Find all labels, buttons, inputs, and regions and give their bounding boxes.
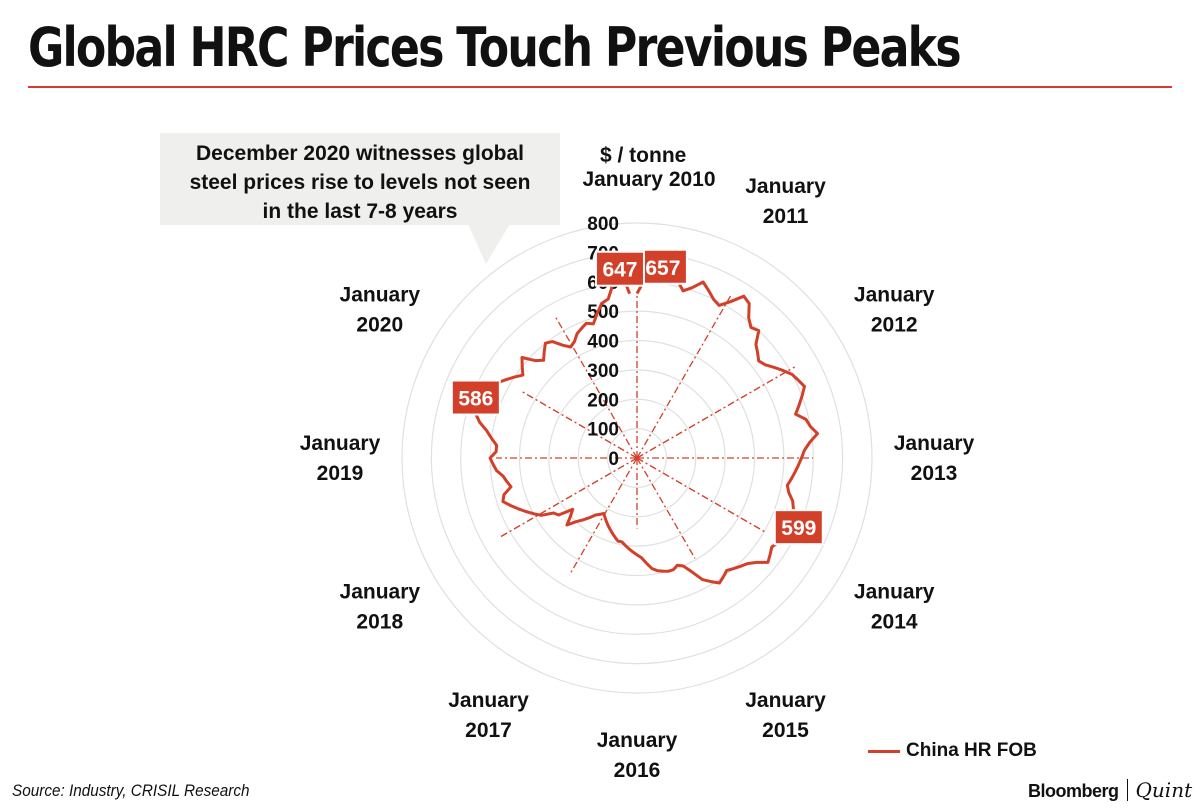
spoke-label-line: 2011 — [763, 205, 809, 228]
legend-label: China HR FOB — [906, 740, 1037, 761]
spoke-11 — [554, 315, 638, 459]
annotation-callout: December 2020 witnesses global steel pri… — [160, 133, 560, 225]
spoke-1 — [636, 294, 732, 459]
grid-rings — [401, 222, 873, 694]
spoke-label-4: January 2014 — [854, 581, 935, 634]
data-label-box — [450, 379, 501, 416]
spoke-label-line: January — [854, 284, 935, 307]
spoke-label-7: January 2017 — [448, 689, 529, 742]
grid-ring-200 — [577, 398, 697, 518]
data-label-599: 599 — [773, 509, 824, 546]
spoke-10 — [522, 391, 638, 459]
spoke-8 — [499, 457, 638, 538]
callout-pointer — [468, 224, 510, 264]
spoke-label-line: 2018 — [356, 611, 403, 634]
source-note: Source: Industry, CRISIL Research — [12, 781, 250, 800]
callout-line-1: December 2020 witnesses global — [196, 142, 524, 165]
spoke-label-line: January 2010 — [582, 168, 715, 191]
spoke-label-1: January 2011 — [745, 175, 826, 228]
spoke-label-line: 2019 — [317, 462, 364, 485]
data-label-text: 647 — [602, 259, 637, 282]
spoke-label-line: January — [894, 432, 975, 455]
spoke-label-9: January 2019 — [300, 432, 381, 485]
tick-label-400: 400 — [587, 332, 619, 353]
spoke-label-line: January — [745, 175, 826, 198]
data-label-657: 657 — [637, 248, 688, 285]
spoke-label-line: 2012 — [871, 314, 918, 337]
data-label-586: 586 — [450, 379, 501, 416]
spoke-label-8: January 2018 — [340, 581, 421, 634]
spokes — [496, 293, 813, 576]
data-label-text: 586 — [458, 388, 493, 411]
spoke-label-line: 2016 — [614, 759, 661, 782]
spoke-label-line: January — [300, 432, 381, 455]
spoke-label-10: January 2020 — [340, 284, 421, 337]
spoke-label-line: January — [340, 284, 421, 307]
legend: China HR FOB — [868, 740, 1037, 762]
tick-label-200: 200 — [587, 390, 619, 411]
spoke-4 — [636, 457, 768, 534]
chart-title: Global HRC Prices Touch Previous Peaks — [28, 16, 962, 79]
brand-logo: Bloomberg Quint — [1028, 778, 1192, 803]
callout-line-3: in the last 7-8 years — [262, 200, 458, 223]
tick-label-0: 0 — [608, 449, 619, 470]
spoke-label-line: January — [340, 581, 421, 604]
grid-ring-800 — [401, 222, 873, 694]
spoke-label-2: January 2012 — [854, 284, 935, 337]
spoke-label-line: 2015 — [762, 719, 809, 742]
legend-swatch — [868, 749, 900, 753]
callout-line-2: steel prices rise to levels not seen — [189, 171, 531, 194]
spoke-label-line: 2017 — [465, 719, 512, 742]
tick-label-300: 300 — [587, 361, 619, 382]
spoke-label-5: January 2015 — [745, 689, 826, 742]
data-label-box — [594, 250, 645, 287]
data-label-647: 647 — [594, 250, 645, 287]
data-label-text: 657 — [645, 257, 680, 280]
spoke-label-line: 2020 — [356, 314, 403, 337]
spoke-label-line: January — [745, 689, 826, 712]
grid-ring-100 — [607, 428, 667, 488]
brand-quint: Quint — [1135, 778, 1193, 802]
spoke-label-line: January — [854, 581, 935, 604]
unit-label: $ / tonne — [600, 144, 687, 167]
spoke-label-6: January 2016 — [597, 729, 678, 782]
spoke-label-line: 2014 — [871, 611, 918, 634]
grid-ring-400 — [518, 339, 756, 577]
tick-label-800: 800 — [587, 214, 619, 235]
tick-label-100: 100 — [587, 420, 619, 441]
spoke-label-line: 2013 — [911, 462, 958, 485]
title-divider — [28, 86, 1172, 88]
grid-ring-300 — [548, 369, 726, 547]
series-line-china-hr-fob — [467, 254, 819, 585]
data-label-text: 599 — [781, 517, 816, 540]
brand-separator — [1126, 779, 1128, 801]
brand-bloomberg: Bloomberg — [1028, 781, 1119, 801]
spoke-5 — [636, 457, 696, 559]
spoke-label-line: January — [448, 689, 529, 712]
data-label-box — [773, 509, 824, 546]
spoke-2 — [636, 366, 796, 459]
spoke-label-3: January 2013 — [894, 432, 975, 485]
data-labels: 657 599 586 647 — [450, 248, 824, 546]
spoke-label-0: January 2010 — [582, 168, 715, 191]
spoke-label-line: January — [597, 729, 678, 752]
tick-label-500: 500 — [587, 302, 619, 323]
